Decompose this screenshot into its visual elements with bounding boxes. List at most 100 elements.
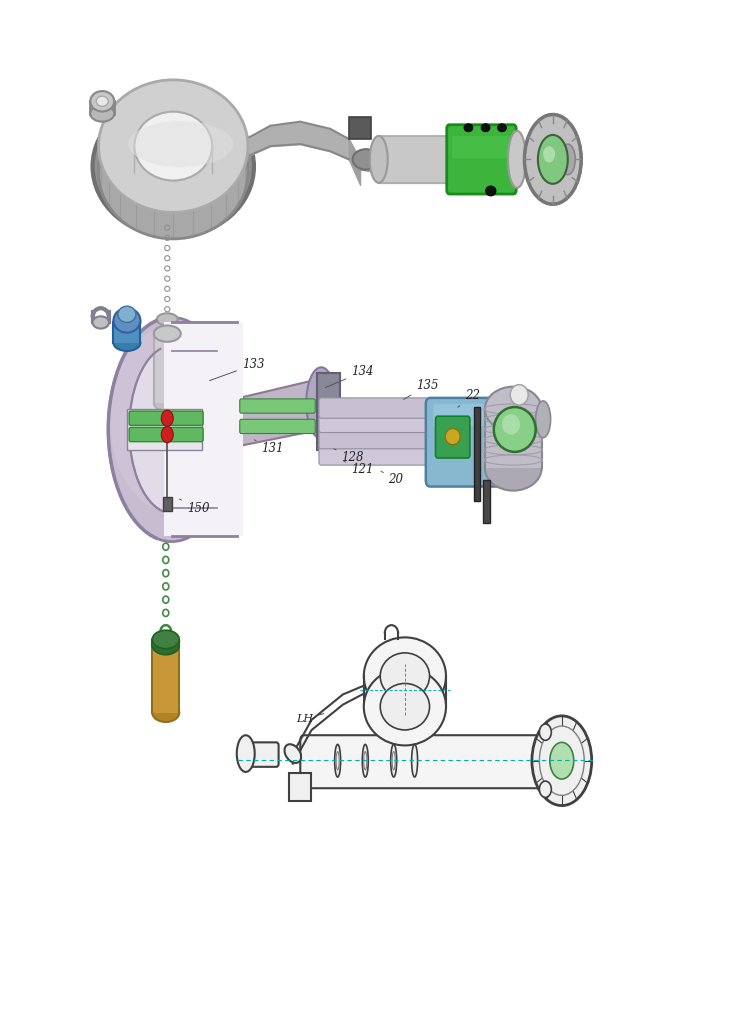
FancyBboxPatch shape [426,398,513,486]
Ellipse shape [560,144,575,175]
Ellipse shape [154,394,181,411]
FancyBboxPatch shape [289,773,311,801]
Ellipse shape [154,325,181,341]
Text: 134: 134 [326,366,374,387]
Ellipse shape [134,138,212,207]
Text: 128: 128 [334,449,364,464]
FancyBboxPatch shape [319,398,428,418]
Ellipse shape [96,96,108,106]
Ellipse shape [412,744,418,777]
Ellipse shape [536,401,550,437]
Ellipse shape [352,149,380,170]
FancyBboxPatch shape [300,735,566,788]
FancyBboxPatch shape [482,480,490,523]
Ellipse shape [485,186,496,196]
Ellipse shape [380,653,430,699]
Ellipse shape [134,111,212,181]
FancyBboxPatch shape [129,427,203,442]
Polygon shape [152,640,179,646]
FancyBboxPatch shape [433,404,505,426]
Ellipse shape [92,96,254,237]
FancyBboxPatch shape [474,407,479,501]
FancyBboxPatch shape [164,323,243,537]
Ellipse shape [446,428,460,445]
Ellipse shape [336,751,339,770]
Polygon shape [154,333,181,403]
FancyBboxPatch shape [447,125,516,194]
Ellipse shape [90,91,114,111]
Ellipse shape [113,334,140,351]
Text: 121: 121 [344,461,374,476]
Text: 150: 150 [179,499,209,515]
FancyBboxPatch shape [319,412,428,432]
Ellipse shape [497,124,506,132]
Text: 135: 135 [404,379,439,400]
Ellipse shape [118,307,136,323]
FancyBboxPatch shape [240,419,315,433]
FancyBboxPatch shape [317,373,340,450]
Ellipse shape [524,114,581,204]
FancyBboxPatch shape [452,136,511,158]
Ellipse shape [391,744,397,777]
Ellipse shape [538,135,568,184]
Ellipse shape [484,386,542,431]
Text: 22: 22 [458,389,480,408]
Ellipse shape [481,124,490,132]
Ellipse shape [129,345,214,513]
Ellipse shape [532,715,592,805]
Ellipse shape [364,638,446,714]
Ellipse shape [306,367,336,438]
Ellipse shape [484,446,542,491]
Ellipse shape [334,744,340,777]
Ellipse shape [510,384,528,405]
Polygon shape [157,320,178,380]
Ellipse shape [152,633,179,651]
Circle shape [161,426,173,443]
Ellipse shape [550,742,574,779]
Polygon shape [236,378,321,447]
Text: 133: 133 [209,359,265,380]
Text: 131: 131 [254,439,284,455]
Ellipse shape [110,329,218,509]
FancyBboxPatch shape [319,428,428,449]
Ellipse shape [362,744,368,777]
Polygon shape [113,323,140,342]
Ellipse shape [92,317,109,328]
FancyBboxPatch shape [127,409,202,450]
Ellipse shape [113,309,140,332]
Ellipse shape [380,684,430,730]
FancyBboxPatch shape [349,117,371,139]
Ellipse shape [284,744,302,762]
Ellipse shape [502,414,520,434]
Ellipse shape [152,631,179,649]
Circle shape [161,410,173,426]
Ellipse shape [543,146,555,162]
Polygon shape [484,409,542,468]
Ellipse shape [464,124,473,132]
Ellipse shape [237,735,255,772]
Ellipse shape [128,121,233,168]
Ellipse shape [157,314,178,325]
Ellipse shape [152,637,179,655]
FancyBboxPatch shape [436,416,470,458]
Ellipse shape [539,726,584,795]
Ellipse shape [152,703,179,722]
Text: 20: 20 [381,471,404,486]
Ellipse shape [113,315,140,330]
Ellipse shape [539,724,551,740]
Ellipse shape [508,131,526,188]
Ellipse shape [108,318,236,542]
FancyBboxPatch shape [240,399,315,413]
Ellipse shape [539,781,551,797]
Ellipse shape [364,668,446,745]
Ellipse shape [370,136,388,183]
Ellipse shape [364,751,367,770]
Text: LH: LH [296,713,324,724]
Ellipse shape [98,106,248,239]
Ellipse shape [392,751,395,770]
FancyBboxPatch shape [163,497,172,511]
FancyBboxPatch shape [129,411,203,425]
Ellipse shape [98,80,248,213]
Ellipse shape [494,407,536,452]
Ellipse shape [157,374,178,386]
